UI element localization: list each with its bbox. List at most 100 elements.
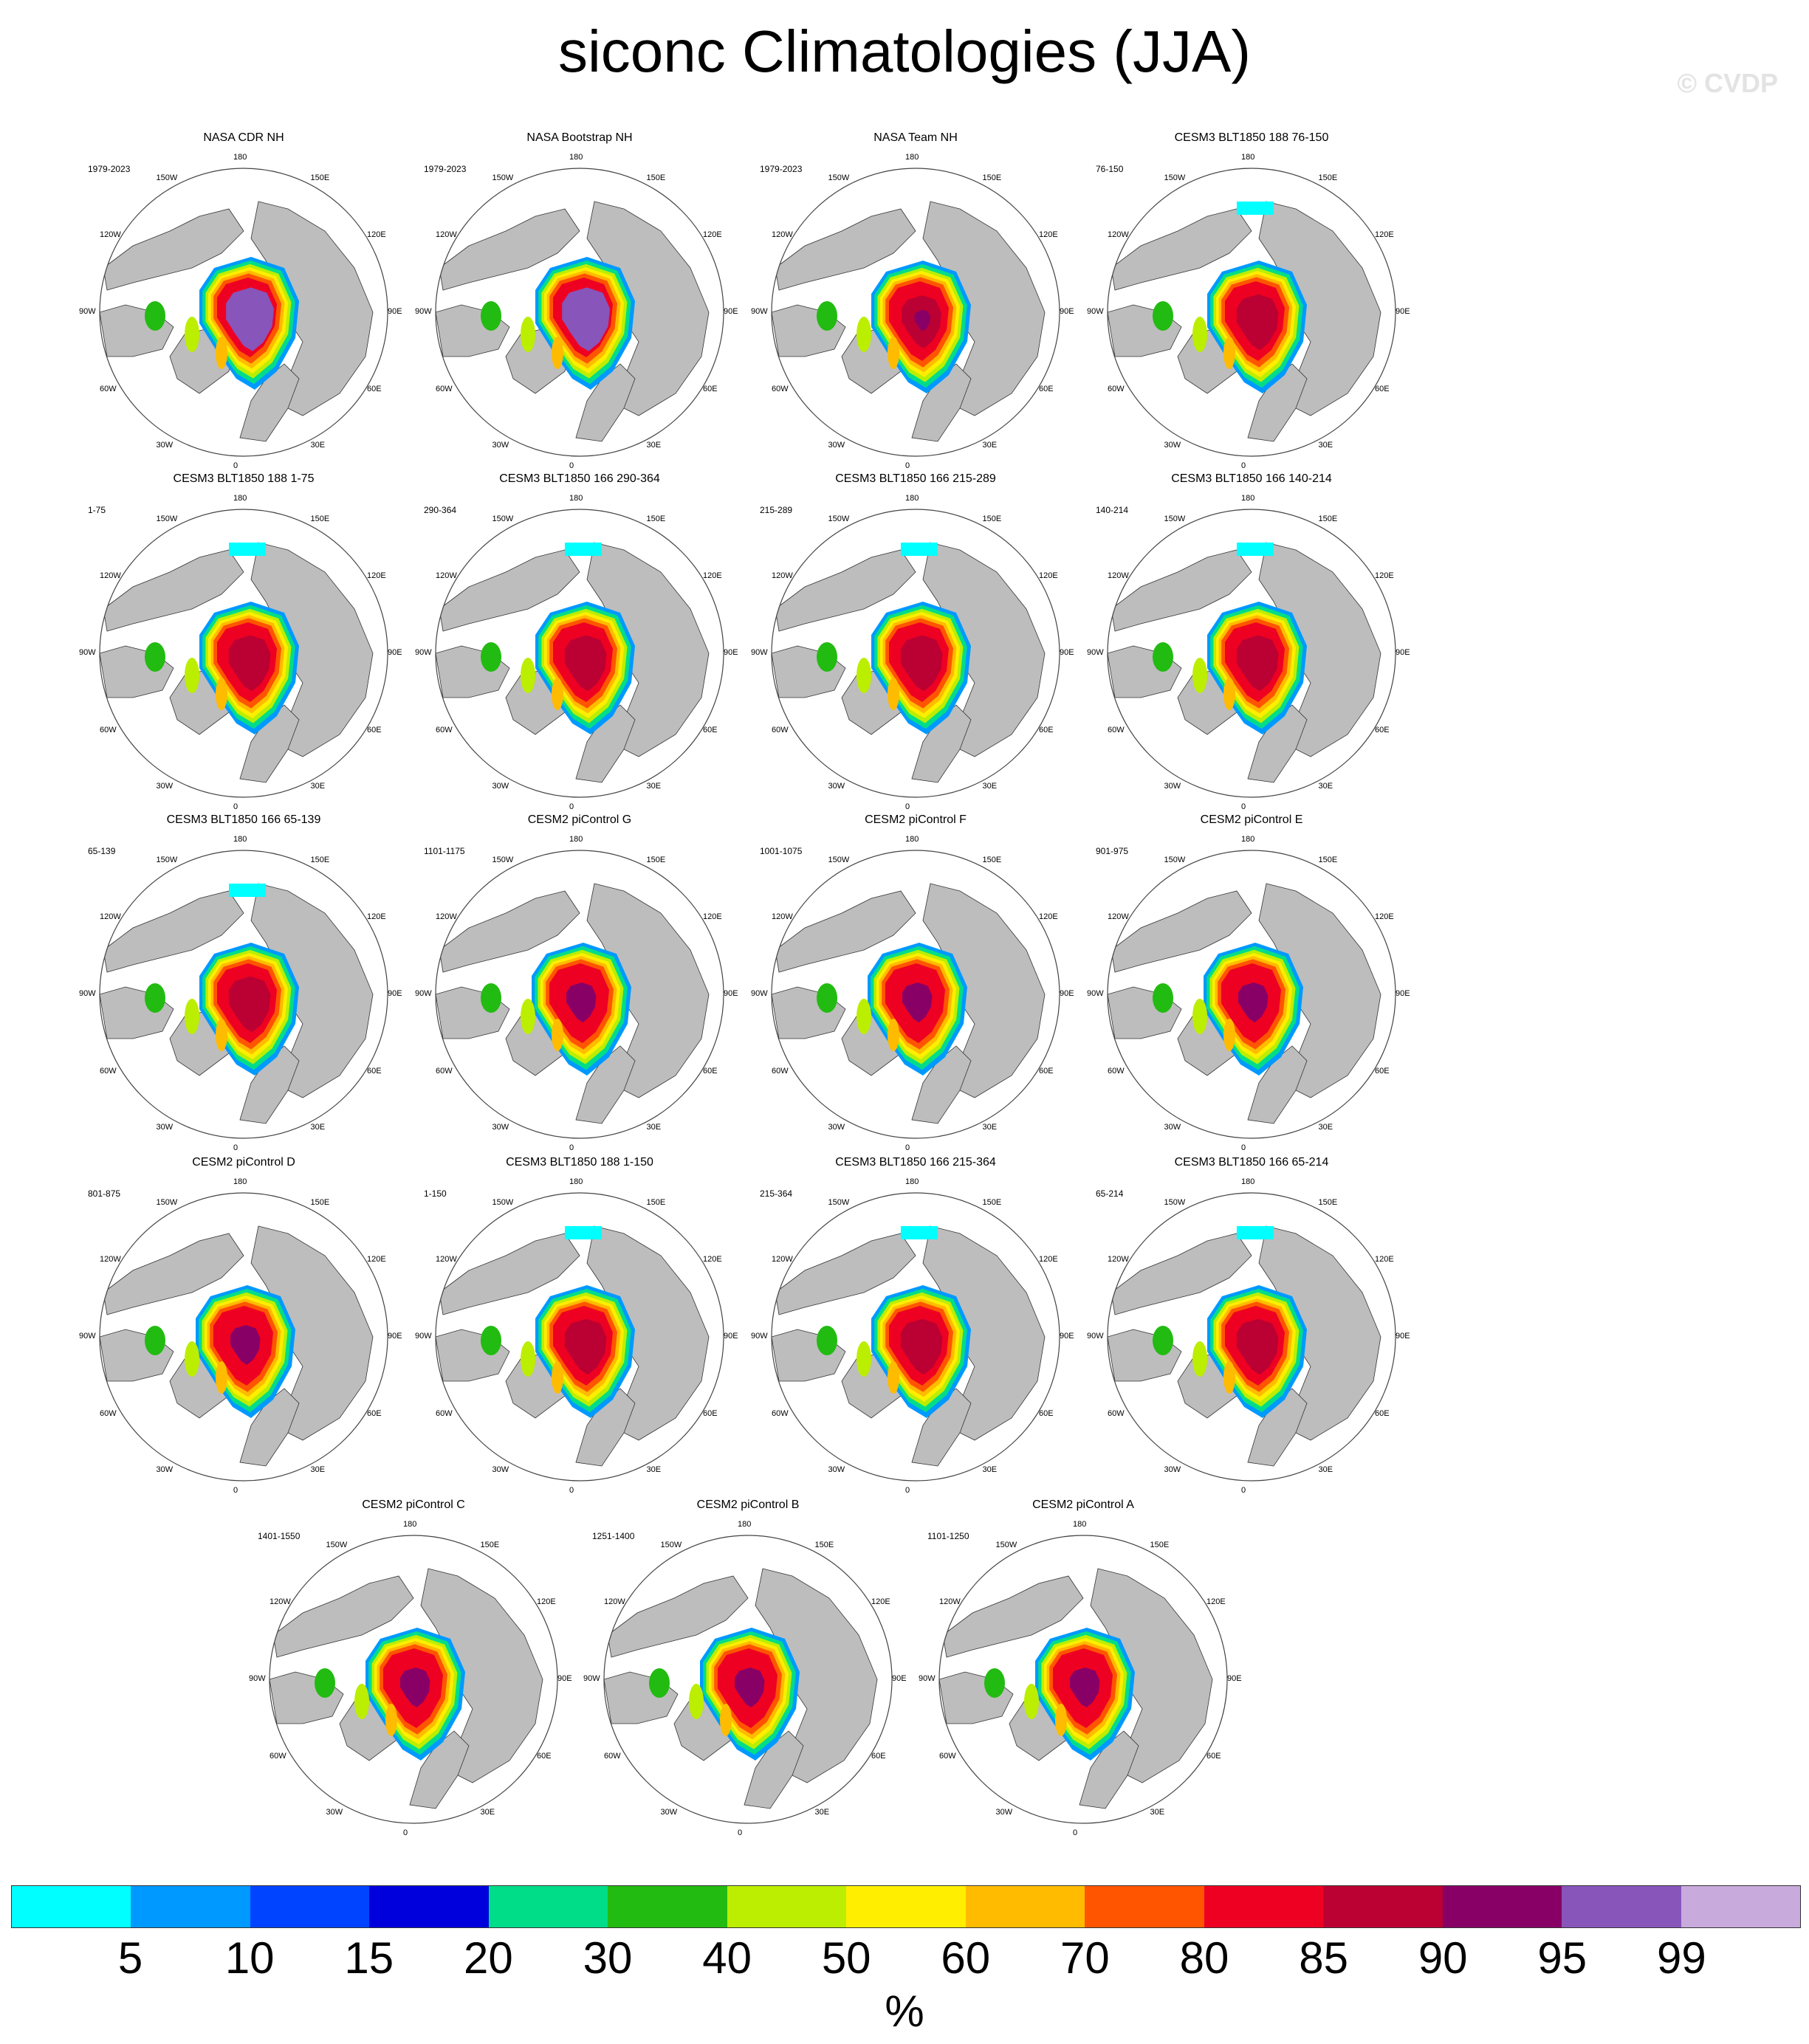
longitude-label: 120E [366, 230, 386, 239]
colorbar-tick-label: 50 [821, 1933, 871, 1983]
ice-core [900, 1318, 943, 1375]
longitude-label: 120W [100, 571, 121, 580]
longitude-label: 90E [724, 307, 738, 316]
greenland-sea-ice [552, 678, 563, 710]
longitude-label: 90E [892, 1674, 907, 1683]
longitude-label: 60E [871, 1751, 886, 1761]
longitude-label: 120W [436, 1254, 457, 1264]
longitude-label: 150E [982, 515, 1002, 523]
land-mass [1111, 208, 1252, 291]
longitude-label: 0 [569, 1143, 574, 1152]
greenland-sea-ice [552, 1019, 563, 1051]
ice-core [562, 287, 610, 351]
longitude-label: 90E [1227, 1674, 1242, 1683]
panel-title: CESM3 BLT1850 166 215-289 [835, 472, 996, 485]
longitude-label: 30W [492, 781, 509, 791]
colorbar-swatch [12, 1886, 131, 1927]
sea-ice-field [481, 1226, 635, 1418]
longitude-label: 150W [492, 856, 514, 864]
longitude-label: 30W [492, 1465, 509, 1474]
hudson-bay-ice [984, 1668, 1005, 1698]
map-boundary [99, 850, 388, 1139]
map-panel: NASA Bootstrap NH 1979-2023 180 150E 120E 90E… [415, 131, 738, 470]
panel-period: 140-214 [1096, 505, 1129, 515]
longitude-label: 0 [569, 1486, 574, 1495]
polar-map [1107, 509, 1396, 798]
longitude-label: 60W [604, 1751, 621, 1761]
longitude-label: 180 [569, 494, 583, 503]
sea-ice-field [481, 943, 631, 1076]
land-mass [575, 363, 636, 442]
panel-period: 215-289 [760, 505, 793, 515]
longitude-label: 90W [919, 1674, 936, 1683]
longitude-label: 120E [702, 230, 722, 239]
longitude-label: 30E [480, 1807, 495, 1817]
colorbar-tick-label: 90 [1418, 1933, 1468, 1983]
longitude-label: 90W [751, 648, 768, 657]
polar-map [771, 509, 1060, 798]
map-panels: NASA CDR NH 1979-2023 180 150E 120E 90E 60E 30E… [79, 131, 1410, 1837]
longitude-label: 90W [249, 1674, 266, 1683]
longitude-label: 30E [1318, 1122, 1333, 1132]
longitude-label: 60W [772, 384, 789, 393]
longitude-label: 150W [995, 1541, 1017, 1549]
sea-ice-field [1153, 943, 1303, 1076]
longitude-label: 60E [536, 1751, 552, 1761]
colorbar-swatch [1562, 1886, 1681, 1927]
land-mass [239, 1388, 300, 1467]
sea-ice-field [145, 257, 299, 390]
longitude-label: 30E [646, 781, 662, 791]
ice-core [564, 1318, 607, 1375]
panel-title: CESM3 BLT1850 166 65-214 [1174, 1156, 1329, 1169]
map-panel: CESM3 BLT1850 166 65-139 65-139 180 150E 120… [79, 813, 402, 1152]
longitude-label: 60W [100, 1408, 117, 1418]
sea-ice-field [145, 543, 299, 734]
ice-core-inner [238, 1334, 255, 1356]
land-mass [239, 363, 300, 442]
longitude-label: 120E [366, 1254, 386, 1264]
ice-core-inner [743, 1676, 759, 1699]
land-mass [1247, 704, 1308, 783]
longitude-label: 120W [939, 1597, 961, 1606]
baffin-bay-ice [689, 1684, 704, 1719]
longitude-label: 90E [724, 1332, 738, 1341]
longitude-label: 30E [814, 1807, 830, 1817]
baffin-bay-ice [521, 317, 535, 352]
ice-core-inner [408, 1676, 425, 1699]
sea-ice-field [1153, 202, 1307, 393]
longitude-label: 90E [1396, 1332, 1410, 1341]
hudson-bay-ice [649, 1668, 670, 1698]
longitude-label: 30W [1164, 1122, 1181, 1132]
panel-title: CESM2 piControl C [362, 1498, 465, 1511]
longitude-label: 30W [828, 781, 845, 791]
ice-core [1236, 635, 1279, 692]
land-mass [103, 890, 244, 973]
longitude-label: 120E [1038, 571, 1058, 580]
longitude-label: 120E [536, 1597, 556, 1606]
longitude-label: 30W [156, 440, 174, 450]
panel-title: CESM3 BLT1850 188 1-75 [173, 472, 315, 485]
longitude-label: 90E [724, 989, 738, 998]
land-mass [1079, 1730, 1139, 1809]
longitude-label: 60E [366, 1066, 382, 1076]
polar-map [99, 850, 388, 1139]
land-mass [775, 549, 916, 632]
longitude-label: 120E [702, 1254, 722, 1264]
longitude-label: 90W [1087, 989, 1104, 998]
longitude-label: 180 [905, 835, 919, 844]
longitude-label: 60W [100, 384, 117, 393]
longitude-label: 150E [1318, 1198, 1338, 1207]
greenland-sea-ice [552, 1361, 563, 1394]
longitude-label: 60E [366, 725, 382, 734]
baffin-bay-ice [1192, 999, 1207, 1034]
sea-ice-field [817, 1226, 971, 1418]
longitude-label: 180 [905, 153, 919, 162]
longitude-label: 30W [1164, 781, 1181, 791]
map-panel: CESM2 piControl D 801-875 180 150E 120E 90E 60… [79, 1156, 402, 1495]
ice-core-inner [914, 309, 930, 331]
sea-ice-field [984, 1628, 1135, 1761]
baffin-bay-ice [185, 999, 199, 1034]
longitude-label: 30E [1318, 1465, 1333, 1474]
panel-period: 290-364 [424, 505, 457, 515]
longitude-label: 90W [1087, 1332, 1104, 1341]
